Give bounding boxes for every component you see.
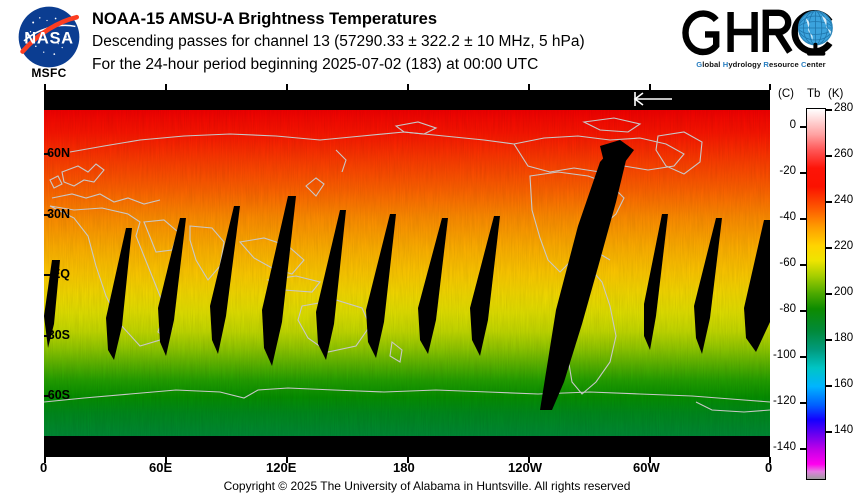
colorbar-tick-k-160 (826, 385, 832, 387)
header: NASA MSFC NOAA-15 AMSU-A Brightness Temp… (0, 0, 854, 88)
svg-text:NASA: NASA (24, 30, 73, 48)
colorbar-tick-c-m20 (800, 172, 806, 174)
lon-label-360: 0 (765, 460, 773, 475)
colorbar-label-c-m80: -80 (779, 303, 796, 315)
colorbar-label-k-160: 160 (834, 378, 854, 390)
lon-tick-top-360 (769, 84, 771, 90)
colorbar-tick-c-m80 (800, 310, 806, 312)
colorbar-tick-c-m60 (800, 264, 806, 266)
title-subtitle-channel: Descending passes for channel 13 (57290.… (92, 33, 585, 50)
lon-tick-top-60e (165, 84, 167, 90)
colorbar-header-celsius: (C) (778, 88, 794, 100)
lon-tick-bot-0 (44, 457, 46, 463)
ghrc-wordmark (682, 9, 833, 56)
colorbar-gradient (806, 108, 826, 480)
lon-tick-bot-120w (528, 457, 530, 463)
colorbar-tick-c-m140 (800, 448, 806, 450)
colorbar-label-c-m60: -60 (779, 257, 796, 269)
colorbar-label-k-220: 220 (834, 240, 854, 252)
lat-label-30s: 30S (47, 328, 70, 342)
ghrc-tagline: Global Hydrology Resource Center (696, 60, 826, 69)
lon-tick-top-0 (44, 84, 46, 90)
lon-tick-top-60w (649, 84, 651, 90)
map-top-nodata-band (44, 90, 770, 110)
lon-tick-top-120e (286, 84, 288, 90)
colorbar-label-k-140: 140 (834, 424, 854, 436)
lon-tick-top-180 (407, 84, 409, 90)
colorbar-tick-k-220 (826, 247, 832, 249)
colorbar-label-k-180: 180 (834, 332, 854, 344)
lon-label-180: 180 (393, 460, 415, 475)
colorbar-header-kelvin: (K) (828, 88, 844, 100)
colorbar-label-k-240: 240 (834, 194, 854, 206)
lon-tick-top-120w (528, 84, 530, 90)
colorbar-label-c-m140: -140 (772, 441, 796, 453)
lat-label-60n: 60N (47, 146, 70, 160)
colorbar-label-c-m120: -120 (772, 395, 796, 407)
raster-texture (44, 110, 770, 436)
lat-tick-60n (44, 153, 50, 155)
colorbar-tick-c-0 (800, 126, 806, 128)
copyright-notice: Copyright © 2025 The University of Alaba… (223, 479, 631, 493)
lat-label-30n: 30N (47, 207, 70, 221)
descending-pass-arrow-icon (633, 92, 672, 106)
map-data-field (44, 110, 770, 436)
colorbar-tick-k-240 (826, 201, 832, 203)
lon-label-120e: 120E (266, 460, 297, 475)
colorbar-label-c-0: 0 (789, 119, 796, 131)
colorbar-label-k-260: 260 (834, 148, 854, 160)
orbital-gap-swaths (44, 140, 770, 410)
colorbar: (C) Tb (K) 280 260 240 220 200 180 160 1… (773, 88, 854, 488)
lat-tick-30n (44, 214, 50, 216)
colorbar-label-c-m100: -100 (772, 349, 796, 361)
coastline-overlay (44, 117, 770, 413)
colorbar-tick-k-200 (826, 293, 832, 295)
colorbar-tick-k-280 (826, 109, 832, 111)
lat-tick-eq (44, 274, 50, 276)
lon-tick-bot-120e (286, 457, 288, 463)
map-plot-area[interactable] (44, 90, 770, 457)
lon-label-60w: 60W (633, 460, 660, 475)
page-title: NOAA-15 AMSU-A Brightness Temperatures (92, 10, 438, 28)
lon-label-60e: 60E (149, 460, 173, 475)
lat-tick-60s (44, 395, 50, 397)
nasa-logo: NASA (18, 6, 80, 68)
colorbar-tick-c-m120 (800, 402, 806, 404)
lon-tick-bot-180 (407, 457, 409, 463)
nasa-center-label: MSFC (31, 66, 67, 80)
lon-tick-bot-60e (165, 457, 167, 463)
colorbar-tick-c-m100 (800, 356, 806, 358)
lat-label-60s: 60S (47, 388, 70, 402)
lon-label-120w: 120W (508, 460, 542, 475)
lat-tick-30s (44, 335, 50, 337)
title-block: NOAA-15 AMSU-A Brightness Temperatures D… (92, 8, 672, 76)
colorbar-tick-k-260 (826, 155, 832, 157)
colorbar-tick-c-m40 (800, 218, 806, 220)
map-bottom-nodata-band (44, 436, 770, 457)
lat-label-eq: EQ (51, 267, 70, 281)
colorbar-tick-k-140 (826, 431, 832, 433)
lon-label-0: 0 (40, 460, 48, 475)
colorbar-label-c-m40: -40 (779, 211, 796, 223)
colorbar-label-k-280: 280 (834, 102, 854, 114)
colorbar-label-c-m20: -20 (779, 165, 796, 177)
ghrc-logo: Global Hydrology Resource Center (681, 5, 841, 77)
title-subtitle-period: For the 24-hour period beginning 2025-07… (92, 56, 539, 73)
colorbar-tick-k-180 (826, 339, 832, 341)
lon-tick-bot-360 (769, 457, 771, 463)
lon-tick-bot-60w (649, 457, 651, 463)
colorbar-label-k-200: 200 (834, 286, 854, 298)
colorbar-header-quantity: Tb (807, 88, 821, 100)
